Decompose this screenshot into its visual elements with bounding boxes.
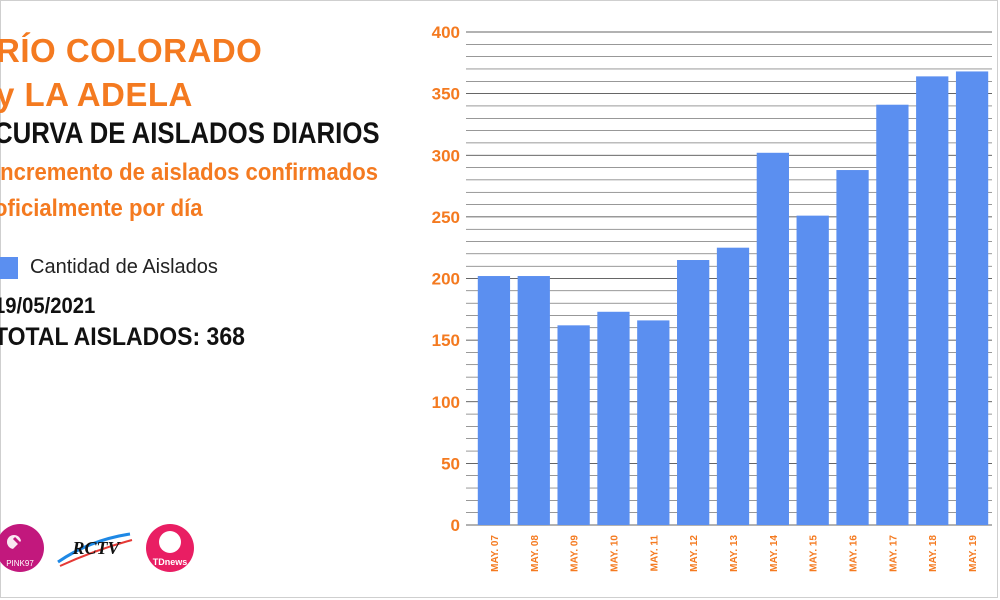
y-tick-label: 400 [432,23,460,42]
y-tick-label: 200 [432,270,460,289]
chart-description: Incremento de aislados confirmados ofici… [0,159,379,222]
bar-may-16 [836,170,869,526]
legend: Cantidad de Aislados [0,256,218,279]
title-line-1: RÍO COLORADO [0,32,263,69]
title-line-2: y LA ADELA [0,76,193,113]
pink-logo-text: PINK97 [6,559,34,568]
legend-label: Cantidad de Aislados [30,256,218,278]
x-tick-label: MAY. 18 [928,535,939,572]
logos: PINK97 RCTV TDnews [0,524,194,572]
bar-may-10 [597,311,630,525]
pink-logo: PINK97 [0,524,44,572]
bar-may-15 [796,215,829,525]
x-tick-label: MAY. 09 [570,535,581,572]
bar-may-19 [955,71,989,525]
x-tick-label: MAY. 19 [968,535,979,572]
bar-may-11 [637,320,670,525]
bar-may-07 [477,276,511,525]
bar-may-13 [716,247,750,525]
y-tick-label: 150 [432,331,460,350]
x-tick-label: MAY. 14 [769,535,780,572]
x-tick-label: MAY. 12 [689,535,700,572]
y-tick-label: 300 [432,146,460,165]
tdnews-logo: TDnews [146,524,194,572]
bar-may-18 [916,76,949,526]
tdnews-logo-text: TDnews [153,557,188,567]
rctv-logo: RCTV [57,532,133,567]
bar-may-12 [677,260,710,525]
x-tick-label: MAY. 11 [649,535,660,572]
y-tick-label: 50 [441,454,460,473]
total-isolated: TOTAL AISLADOS: 368 [0,323,245,351]
y-tick-label: 250 [432,208,460,227]
report-date: 19/05/2021 [0,293,96,318]
rctv-logo-text: RCTV [71,538,121,558]
x-tick-label: MAY. 10 [609,535,620,572]
bar-may-17 [876,104,909,525]
bar-may-08 [517,276,550,525]
y-tick-label: 350 [432,85,460,104]
x-tick-label: MAY. 17 [888,535,899,572]
bar-chart: 0 50 100 150 200 250 300 350 400 MAY. 07 MAY. 08 M… [432,23,992,572]
x-tick-label: MAY. 08 [530,535,541,572]
y-tick-label: 0 [451,516,460,535]
bar-may-14 [756,152,789,525]
legend-swatch [0,256,18,279]
x-tick-label: MAY. 07 [490,535,501,572]
chart-subtitle: CURVA DE AISLADOS DIARIOS [0,117,380,150]
bar-may-09 [557,325,590,525]
x-tick-label: MAY. 15 [809,535,820,572]
x-tick-label: MAY. 16 [849,535,860,572]
y-tick-label: 100 [432,393,460,412]
x-tick-label: MAY. 13 [729,535,740,572]
